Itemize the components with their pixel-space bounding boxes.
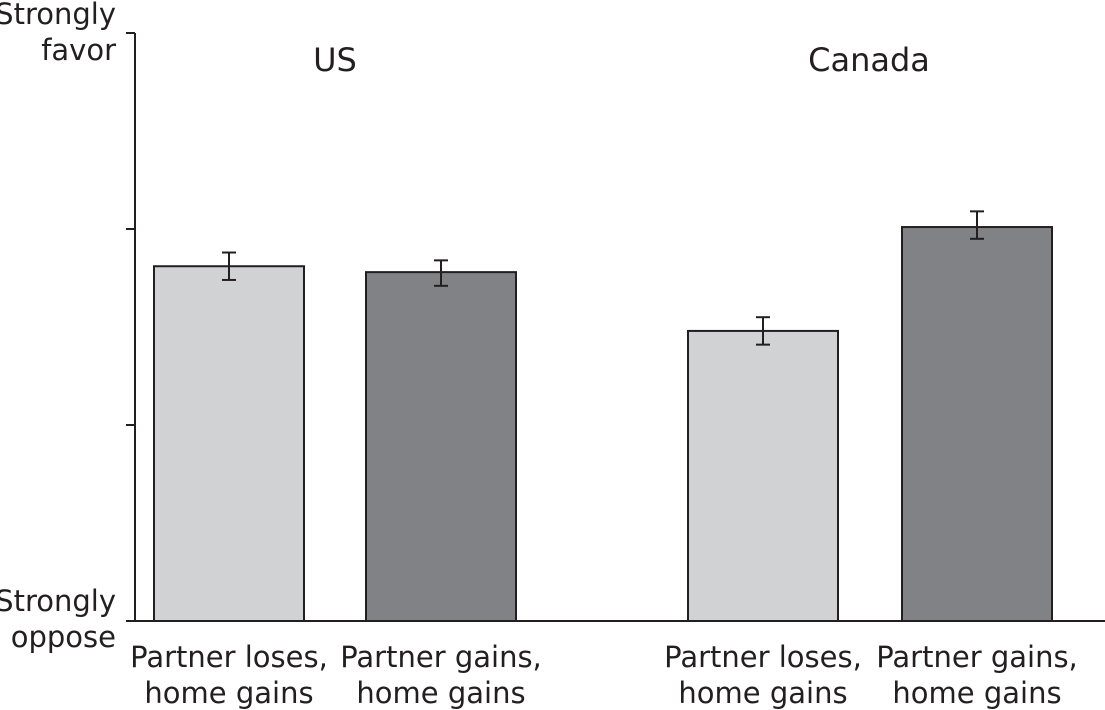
x-tick-label: Partner loses, bbox=[664, 640, 862, 674]
x-tick-label: home gains bbox=[356, 676, 525, 710]
bar bbox=[365, 271, 517, 622]
x-tick-label: home gains bbox=[678, 676, 847, 710]
x-tick-label: Partner gains, bbox=[876, 640, 1078, 674]
group-title: Canada bbox=[808, 41, 930, 79]
y-top-label-line-1: Strongly bbox=[0, 0, 116, 31]
y-bottom-label-line-1: Strongly bbox=[0, 584, 116, 618]
x-tick-label: Partner gains, bbox=[340, 640, 542, 674]
bar bbox=[901, 226, 1053, 622]
y-top-label-line-2: favor bbox=[41, 33, 116, 67]
x-tick-label: Partner loses, bbox=[130, 640, 328, 674]
x-tick-label: home gains bbox=[144, 676, 313, 710]
bar bbox=[687, 329, 839, 622]
group-title: US bbox=[313, 41, 357, 79]
x-tick-label: home gains bbox=[892, 676, 1061, 710]
bar bbox=[153, 265, 305, 622]
y-bottom-label-line-2: oppose bbox=[11, 620, 116, 654]
